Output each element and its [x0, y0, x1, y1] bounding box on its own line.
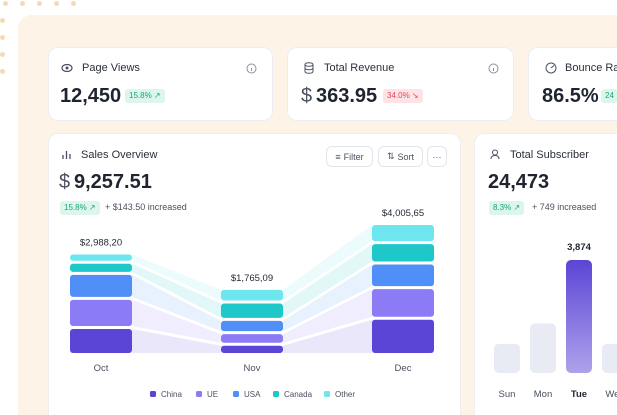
button-label: ···	[432, 151, 442, 162]
flow-band	[132, 263, 221, 318]
x-tick-label: Sun	[499, 389, 516, 400]
more-button[interactable]: ···	[427, 146, 447, 167]
bar-segment	[372, 289, 434, 317]
filter-button[interactable]: ≡ Filter	[326, 146, 373, 167]
change-text: + $143.50 increased	[105, 202, 187, 212]
subscriber-chart: Sun Mon 3,874 Tue Wed	[494, 242, 617, 400]
card-value: 86.5%	[542, 85, 599, 107]
legend-label: USA	[244, 390, 261, 399]
chart-total: 9,257.51	[74, 171, 152, 193]
button-label: Sort	[397, 151, 415, 162]
legend-swatch	[150, 391, 156, 397]
bar-segment	[70, 254, 132, 261]
flow-band	[283, 289, 372, 343]
info-icon[interactable]	[246, 63, 257, 74]
decor-dot	[54, 1, 59, 6]
card-title: Total Revenue	[324, 62, 395, 74]
bar-segment	[372, 264, 434, 287]
legend-label: Other	[335, 390, 355, 399]
decor-dot	[71, 1, 76, 6]
flow-band	[132, 299, 221, 343]
decor-dot	[0, 69, 5, 74]
decor-dot	[0, 52, 5, 57]
card-title: Bounce Rate	[565, 62, 617, 74]
bar-segment	[221, 320, 283, 332]
legend-swatch	[233, 391, 239, 397]
total-label: $1,765,09	[231, 273, 273, 284]
info-icon[interactable]	[488, 63, 499, 74]
change-text: + 749 increased	[532, 202, 597, 212]
bar-segment	[70, 274, 132, 297]
value-label: 3,874	[567, 242, 591, 253]
x-tick-label: Nov	[244, 363, 261, 374]
flow-band	[283, 225, 372, 301]
bar-segment	[221, 345, 283, 353]
bar-segment	[372, 244, 434, 262]
bar	[530, 323, 556, 373]
change-badge: 15.8% ↗	[125, 89, 165, 103]
legend-swatch	[196, 391, 202, 397]
decor-dot	[20, 1, 25, 6]
stat-card	[287, 47, 514, 121]
legend-label: China	[161, 390, 182, 399]
sales-chart: $2,988,20 Oct $1,765,09 Nov $4,005,65 Dec Chin…	[70, 208, 434, 399]
bar-segment	[372, 319, 434, 353]
flow-band	[283, 319, 372, 353]
bar-segment	[70, 299, 132, 326]
chart-total: 24,473	[488, 171, 550, 193]
flow-band	[132, 274, 221, 332]
change-badge: 8.3% ↗	[489, 201, 525, 215]
chart-title: Total Subscriber	[510, 149, 589, 161]
total-label: $2,988,20	[80, 237, 122, 248]
change-badge: 34.0% ↘	[383, 89, 423, 103]
card-value: 12,450	[60, 85, 122, 107]
card-value: 363.95	[316, 85, 378, 107]
flow-band	[283, 244, 372, 318]
decor-dot	[3, 1, 8, 6]
bar-segment	[221, 303, 283, 318]
card-title: Page Views	[82, 62, 140, 74]
decor-dot	[0, 18, 5, 23]
total-label: $4,005,65	[382, 208, 424, 219]
user-icon	[490, 149, 500, 160]
bar-segment	[221, 289, 283, 301]
legend-swatch	[324, 391, 330, 397]
bar-segment	[221, 334, 283, 343]
change-badge: 24	[601, 89, 617, 103]
change-badge: 15.8% ↗	[60, 201, 100, 215]
decor-dot	[37, 1, 42, 6]
decor-dot	[0, 35, 5, 40]
eye-icon	[61, 63, 73, 73]
legend-label: UE	[207, 390, 218, 399]
database-icon	[304, 62, 314, 74]
x-tick-label: Oct	[94, 363, 109, 374]
currency: $	[59, 171, 71, 193]
bar	[566, 260, 592, 373]
x-tick-label: Mon	[534, 389, 552, 400]
stat-card	[48, 47, 273, 121]
sort-button[interactable]: ⇅ Sort	[378, 146, 423, 167]
bar-segment	[70, 328, 132, 353]
flow-band	[132, 328, 221, 353]
stat-card	[528, 47, 617, 121]
bar-segment	[70, 263, 132, 272]
chart-title: Sales Overview	[81, 149, 158, 161]
currency: $	[301, 85, 313, 107]
flow-band	[283, 264, 372, 332]
flow-band	[132, 254, 221, 301]
button-label: Filter	[343, 151, 364, 162]
x-tick-label: Tue	[571, 389, 587, 400]
legend-label: Canada	[284, 390, 313, 399]
x-tick-label: Wed	[605, 389, 617, 400]
gauge-icon	[545, 62, 557, 74]
bar-segment	[372, 225, 434, 242]
bar	[602, 343, 617, 373]
chart-icon	[62, 151, 71, 159]
legend-swatch	[273, 391, 279, 397]
x-tick-label: Dec	[395, 363, 412, 374]
bar	[494, 343, 520, 373]
